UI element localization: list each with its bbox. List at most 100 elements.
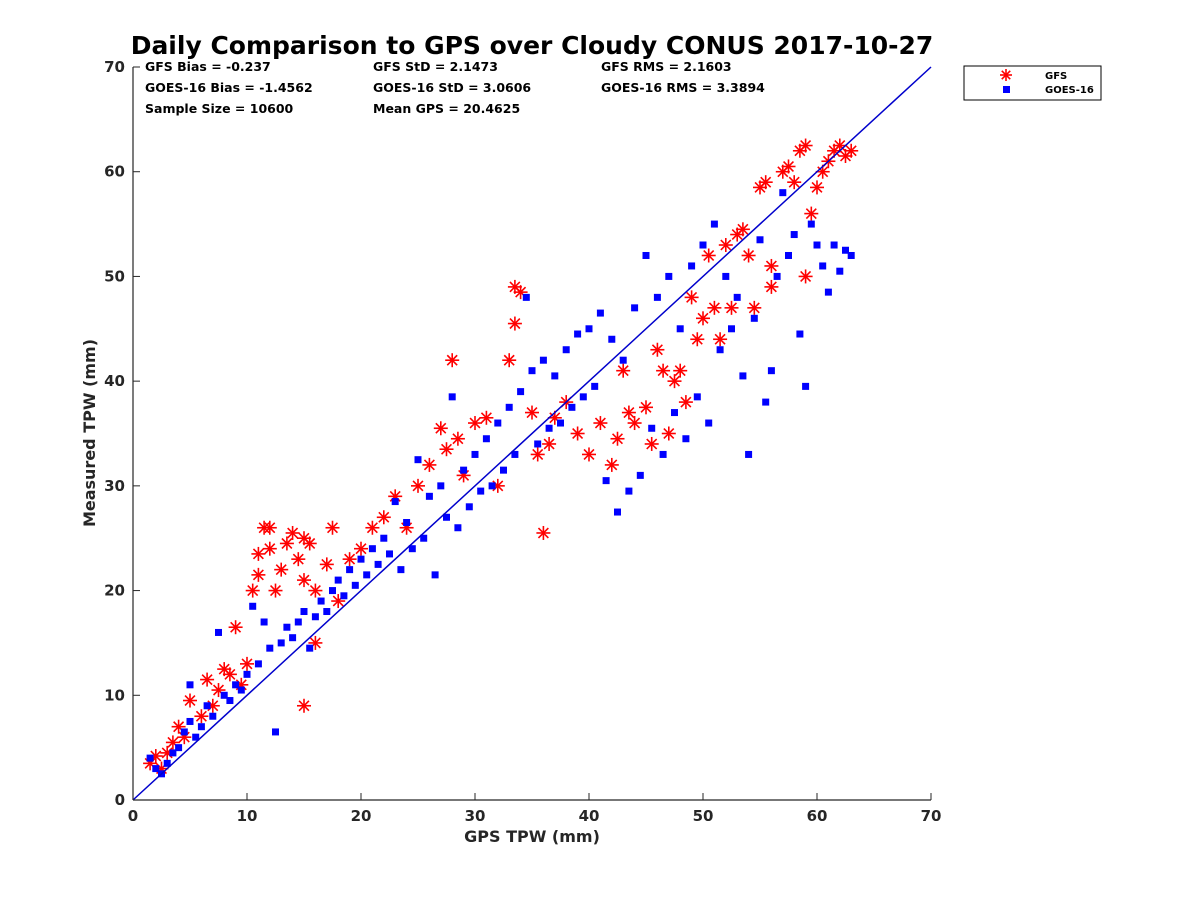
goes-16-point-79 bbox=[591, 382, 599, 390]
goes-16-point-36 bbox=[346, 566, 354, 574]
goes-16-point-100 bbox=[710, 220, 718, 228]
gfs-point-81 bbox=[696, 311, 710, 326]
goes-16-point-123 bbox=[842, 246, 849, 254]
goes-16-point-95 bbox=[682, 435, 690, 443]
gfs-point-90 bbox=[747, 300, 762, 315]
goes-16-point-10 bbox=[197, 723, 205, 731]
goes-16-point-99 bbox=[705, 419, 713, 427]
gfs-point-16 bbox=[240, 656, 254, 671]
legend-gfs-label: GFS bbox=[1045, 71, 1067, 82]
gfs-point-106 bbox=[832, 138, 847, 153]
gfs-point-79 bbox=[684, 290, 699, 305]
gfs-point-102 bbox=[810, 180, 824, 195]
goes-16-point-66 bbox=[517, 388, 525, 396]
gfs-point-45 bbox=[433, 421, 448, 436]
gfs-point-60 bbox=[542, 436, 557, 451]
gfs-point-27 bbox=[291, 552, 306, 567]
goes-16-point-52 bbox=[437, 482, 445, 490]
legend: GFS GOES-16 bbox=[963, 65, 1102, 101]
gfs-point-80 bbox=[690, 332, 705, 347]
gfs-point-84 bbox=[713, 332, 728, 347]
gfs-point-58 bbox=[530, 447, 545, 462]
gfs-point-95 bbox=[775, 164, 790, 179]
goes-16-point-40 bbox=[368, 545, 376, 553]
goes-16-point-67 bbox=[522, 293, 530, 301]
goes-16-point-39 bbox=[363, 571, 371, 579]
gfs-point-46 bbox=[439, 442, 454, 457]
gfs-point-7 bbox=[183, 693, 197, 708]
goes-16-point-74 bbox=[562, 346, 570, 354]
goes-16-point-102 bbox=[722, 272, 730, 280]
goes-16-point-57 bbox=[465, 503, 473, 511]
goes-16-point-112 bbox=[779, 189, 787, 197]
stats-annotations: GFS Bias = -0.237 GFS StD = 2.1473 GFS R… bbox=[145, 59, 765, 116]
gfs-point-73 bbox=[650, 342, 665, 357]
gfs-point-50 bbox=[468, 416, 482, 431]
y-tick-label-4: 40 bbox=[104, 372, 125, 390]
y-tick-label-5: 50 bbox=[104, 267, 125, 285]
gfs-point-71 bbox=[639, 400, 653, 415]
goes-16-point-80 bbox=[596, 309, 604, 317]
goes-16-point-68 bbox=[528, 367, 536, 375]
goes-16-point-23 bbox=[272, 728, 279, 736]
gfs-point-72 bbox=[644, 436, 659, 451]
goes-16-point-89 bbox=[648, 424, 656, 432]
y-tick-label-2: 20 bbox=[104, 582, 125, 600]
goes-16-point-60 bbox=[482, 435, 490, 443]
gfs-point-101 bbox=[804, 206, 819, 221]
gfs-point-99 bbox=[798, 138, 813, 153]
gfs-point-48 bbox=[450, 431, 465, 446]
x-tick-label-2: 20 bbox=[351, 807, 372, 825]
y-tick-label-3: 30 bbox=[104, 477, 125, 495]
gfs-point-13 bbox=[222, 667, 237, 682]
goes-16-point-65 bbox=[511, 450, 519, 458]
gfs-point-31 bbox=[308, 583, 323, 598]
gfs-point-67 bbox=[610, 431, 625, 446]
goes-16-point-78 bbox=[585, 325, 593, 333]
goes-16-point-4 bbox=[169, 749, 177, 757]
goes-16-point-1 bbox=[152, 765, 160, 773]
gfs-point-75 bbox=[661, 426, 676, 441]
goes-16-point-84 bbox=[619, 356, 627, 364]
gfs-point-88 bbox=[735, 222, 750, 237]
goes-16-point-64 bbox=[505, 403, 513, 411]
goes-16-point-107 bbox=[750, 314, 758, 322]
gfs-point-29 bbox=[297, 573, 311, 588]
goes-16-point-106 bbox=[745, 450, 753, 458]
goes-16-point-29 bbox=[306, 644, 314, 652]
gfs-point-94 bbox=[764, 258, 779, 273]
goes-16-point-19 bbox=[249, 602, 257, 610]
goes-16-point-113 bbox=[785, 251, 792, 259]
gfs-point-65 bbox=[593, 416, 608, 431]
goes-16-point-94 bbox=[676, 325, 684, 333]
y-tick-label-6: 60 bbox=[104, 163, 125, 181]
goes-16-point-109 bbox=[762, 398, 770, 406]
gfs-point-64 bbox=[582, 447, 596, 462]
goes-16-point-85 bbox=[625, 487, 633, 495]
goes-16-point-117 bbox=[807, 220, 815, 228]
gfs-point-86 bbox=[724, 300, 739, 315]
goes-16-point-69 bbox=[534, 440, 542, 448]
goes-16-point-7 bbox=[186, 717, 194, 725]
gfs-point-22 bbox=[262, 541, 277, 556]
goes-16-point-115 bbox=[796, 330, 804, 338]
goes-16-point-121 bbox=[830, 241, 838, 249]
gfs-point-92 bbox=[758, 175, 773, 190]
goes-16-point-32 bbox=[323, 608, 331, 616]
gfs-point-108 bbox=[844, 143, 859, 158]
goes-16-point-97 bbox=[693, 393, 701, 401]
goes-16-point-3 bbox=[163, 759, 171, 767]
gfs-point-100 bbox=[798, 269, 813, 284]
goes-16-point-0 bbox=[146, 754, 154, 762]
gfs-point-83 bbox=[707, 300, 722, 315]
goes-16-point-46 bbox=[403, 519, 411, 527]
stat-gfs-rms: GFS RMS = 2.1603 bbox=[601, 59, 732, 74]
y-tick-label-0: 0 bbox=[115, 791, 125, 809]
gfs-point-33 bbox=[297, 698, 311, 713]
goes-16-point-104 bbox=[733, 293, 741, 301]
goes-16-point-26 bbox=[289, 634, 297, 642]
gfs-point-53 bbox=[502, 353, 517, 368]
goes-16-point-16 bbox=[232, 681, 240, 689]
stat-sample-size: Sample Size = 10600 bbox=[145, 101, 294, 116]
goes-16-point-38 bbox=[357, 555, 365, 563]
